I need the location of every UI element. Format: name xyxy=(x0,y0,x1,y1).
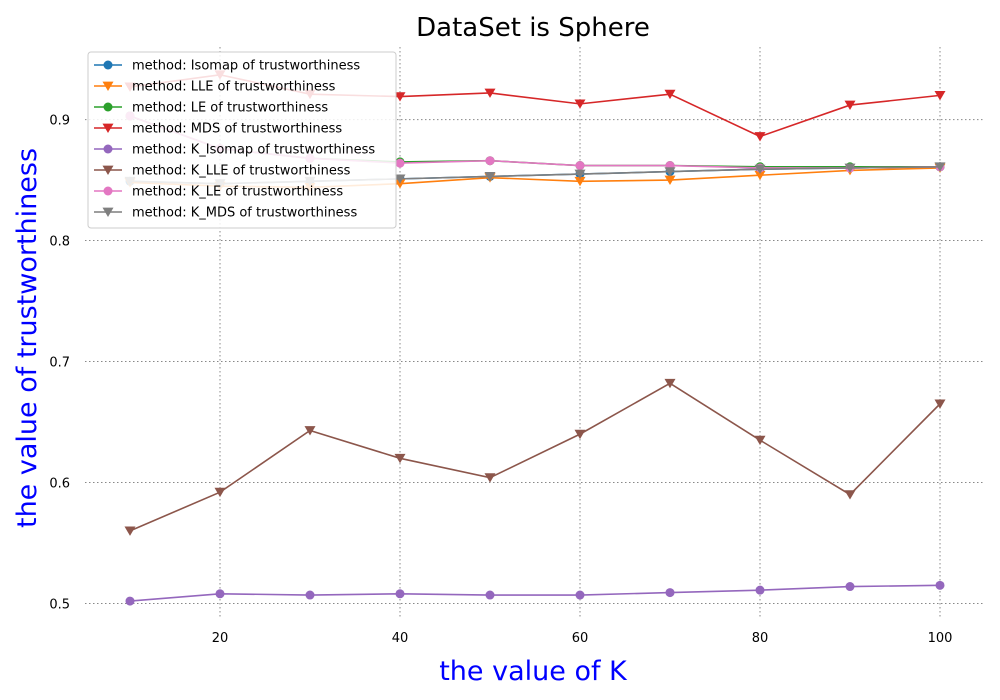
legend-marker xyxy=(102,81,114,91)
data-point xyxy=(844,163,856,173)
data-point xyxy=(124,526,136,536)
x-tick-label: 100 xyxy=(928,631,953,646)
legend-item: method: Isomap of trustworthiness xyxy=(94,59,360,74)
data-point xyxy=(664,167,676,177)
data-point xyxy=(664,89,676,100)
x-tick-label: 80 xyxy=(752,631,769,646)
y-tick-label: 0.6 xyxy=(49,477,70,492)
data-point xyxy=(484,88,496,98)
data-point xyxy=(575,590,585,600)
data-point xyxy=(484,172,496,182)
data-point xyxy=(934,90,946,101)
legend-item: method: LE of trustworthiness xyxy=(94,101,328,116)
data-point xyxy=(485,590,495,600)
data-point xyxy=(754,435,766,446)
x-axis-ticks: 20 40 60 80 100 xyxy=(212,631,953,646)
data-point xyxy=(395,158,405,168)
data-point xyxy=(754,170,766,181)
data-point xyxy=(934,399,946,409)
legend-item: method: K_MDS of trustworthiness xyxy=(94,206,357,221)
data-point xyxy=(845,582,855,592)
legend-item: method: K_LE of trustworthiness xyxy=(94,185,343,200)
legend-marker xyxy=(103,102,113,112)
y-tick-label: 0.5 xyxy=(49,597,70,612)
data-point xyxy=(305,590,315,600)
legend-label: method: Isomap of trustworthiness xyxy=(132,59,360,74)
data-point xyxy=(574,176,586,187)
x-axis-label: the value of K xyxy=(439,656,628,687)
data-point xyxy=(844,100,856,111)
y-tick-label: 0.9 xyxy=(49,114,70,129)
data-point xyxy=(575,161,585,171)
legend-item: method: MDS of trustworthiness xyxy=(94,122,342,137)
series-method-k-isomap-of-trustworthiness xyxy=(125,580,945,606)
legend: method: Isomap of trustworthiness method:… xyxy=(87,51,397,229)
legend-label: method: K_Isomap of trustworthiness xyxy=(132,143,375,158)
data-point xyxy=(754,164,766,175)
legend-label: method: K_MDS of trustworthiness xyxy=(132,206,357,221)
legend-item: method: K_Isomap of trustworthiness xyxy=(94,143,375,158)
data-point xyxy=(214,487,226,498)
legend-box xyxy=(87,51,397,229)
data-point xyxy=(485,156,495,166)
data-point xyxy=(755,585,765,595)
chart-title: DataSet is Sphere xyxy=(416,13,650,43)
x-tick-label: 40 xyxy=(392,631,409,646)
y-axis-label: the value of trustworthiness xyxy=(12,148,43,528)
series-method-k-lle-of-trustworthiness xyxy=(124,378,946,536)
data-point xyxy=(484,473,496,483)
legend-marker xyxy=(102,123,114,133)
legend-marker xyxy=(103,144,113,154)
data-point xyxy=(935,580,945,590)
grid-lines xyxy=(85,47,985,618)
data-point xyxy=(395,589,405,599)
data-point xyxy=(574,429,586,440)
series-line xyxy=(129,584,941,602)
x-tick-label: 20 xyxy=(212,631,229,646)
legend-label: method: K_LE of trustworthiness xyxy=(132,185,343,200)
series-line xyxy=(129,382,941,532)
data-point xyxy=(215,589,225,599)
data-point xyxy=(304,426,316,436)
y-tick-label: 0.7 xyxy=(49,356,70,371)
y-tick-label: 0.8 xyxy=(49,235,70,250)
data-point xyxy=(394,179,406,189)
legend-item: method: LLE of trustworthiness xyxy=(94,80,336,95)
x-tick-label: 60 xyxy=(572,631,589,646)
legend-label: method: LLE of trustworthiness xyxy=(132,80,336,95)
data-point xyxy=(844,490,856,500)
legend-item: method: K_LLE of trustworthiness xyxy=(94,164,351,179)
data-point xyxy=(664,175,676,186)
data-point xyxy=(664,378,676,389)
data-point xyxy=(125,596,135,606)
data-point xyxy=(394,92,406,102)
legend-label: method: K_LLE of trustworthiness xyxy=(132,164,351,179)
data-point xyxy=(574,99,586,109)
y-axis-ticks: 0.5 0.6 0.7 0.8 0.9 xyxy=(49,114,70,613)
data-point xyxy=(394,453,406,464)
data-point xyxy=(934,162,946,172)
data-point xyxy=(754,132,766,142)
legend-marker xyxy=(102,165,114,175)
legend-label: method: MDS of trustworthiness xyxy=(132,122,342,137)
legend-marker xyxy=(103,60,113,70)
data-point xyxy=(574,169,586,179)
data-point xyxy=(394,174,406,184)
data-point xyxy=(665,588,675,598)
legend-marker xyxy=(103,186,113,196)
legend-marker xyxy=(102,207,114,217)
legend-label: method: LE of trustworthiness xyxy=(132,101,328,116)
